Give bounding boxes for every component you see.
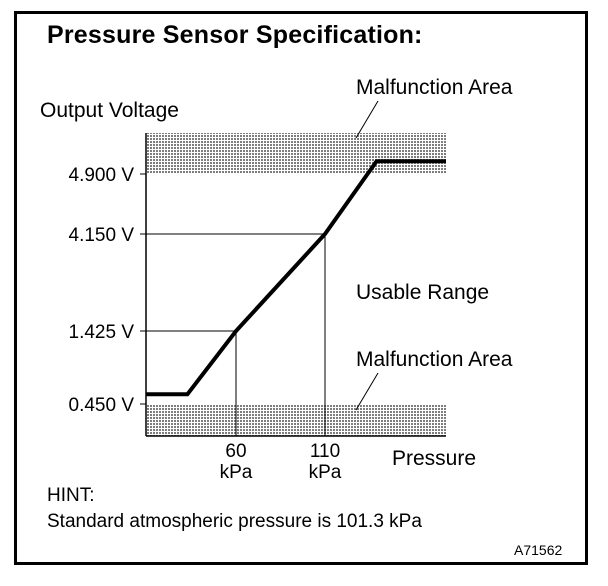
hint-label: HINT:: [47, 485, 95, 506]
hint-text: Standard atmospheric pressure is 101.3 k…: [47, 511, 422, 532]
malfunction-region: [146, 133, 446, 174]
voltage-curve: [146, 159, 446, 397]
y-tick-label: 0.450 V: [69, 395, 135, 416]
x-tick-label: 60: [225, 441, 246, 462]
usable-range-label: Usable Range: [356, 281, 489, 304]
malfunction-area-label: Malfunction Area: [356, 76, 513, 99]
x-tick-unit: kPa: [220, 462, 253, 483]
malfunction-area-label: Malfunction Area: [356, 348, 513, 371]
chart-title: Pressure Sensor Specification:: [47, 21, 423, 49]
y-tick-label: 4.150 V: [69, 225, 135, 246]
y-tick-label: 4.900 V: [69, 165, 135, 186]
leader-line: [355, 100, 379, 139]
malfunction-region: [146, 404, 446, 436]
figure-frame: [14, 11, 588, 565]
figure-code: A71562: [514, 542, 563, 558]
x-axis-label: Pressure: [392, 447, 477, 470]
leader-line: [355, 372, 379, 411]
y-tick-label: 1.425 V: [69, 322, 135, 343]
y-axis-label: Output Voltage: [40, 99, 179, 122]
x-tick-label: 110: [310, 441, 340, 462]
x-tick-unit: kPa: [309, 462, 342, 483]
